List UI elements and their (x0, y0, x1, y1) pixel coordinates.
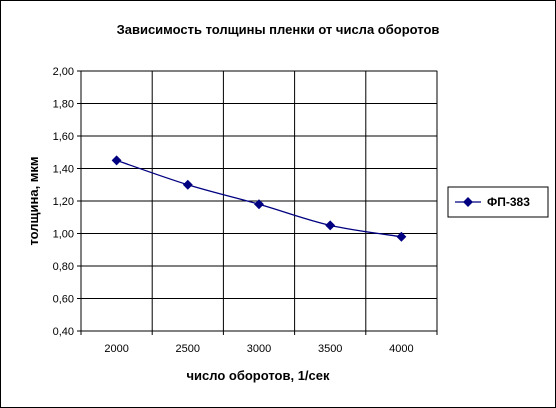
y-tick-label: 1,20 (53, 196, 74, 208)
data-point (111, 155, 122, 166)
y-tick-label: 1,40 (53, 164, 74, 176)
y-tick-label: 1,60 (53, 131, 74, 143)
y-tick-label: 1,80 (53, 99, 74, 111)
x-tick-label: 4000 (389, 343, 413, 355)
legend: ФП-383 (447, 186, 549, 218)
x-tick-labels: 2000 2500 3000 3500 4000 (104, 343, 413, 355)
data-point (325, 220, 336, 231)
x-tick-label: 3500 (318, 343, 342, 355)
y-tick-label: 1,00 (53, 229, 74, 241)
data-point (254, 199, 264, 210)
grid-lines (77, 70, 438, 335)
x-tick-label: 3000 (247, 343, 271, 355)
y-axis-label: толщина, мкм (26, 156, 41, 245)
y-tick-label: 0,80 (53, 261, 74, 273)
data-point (182, 179, 193, 190)
legend-entry-label: ФП-383 (487, 195, 530, 209)
series-layer (111, 155, 407, 242)
data-point (396, 231, 407, 242)
legend-marker (463, 197, 473, 207)
y-tick-label: 2,00 (53, 66, 74, 78)
x-tick-label: 2000 (104, 343, 128, 355)
x-axis-label: число оборотов, 1/сек (186, 368, 330, 383)
y-tick-label: 0,40 (53, 326, 74, 338)
y-tick-label: 0,60 (53, 294, 74, 306)
y-tick-labels: 2,00 1,80 1,60 1,40 1,20 1,00 0,80 0,60 0,40 (53, 66, 74, 338)
x-tick-label: 2500 (176, 343, 200, 355)
chart-title: Зависимость толщины пленки от числа обор… (117, 22, 440, 37)
